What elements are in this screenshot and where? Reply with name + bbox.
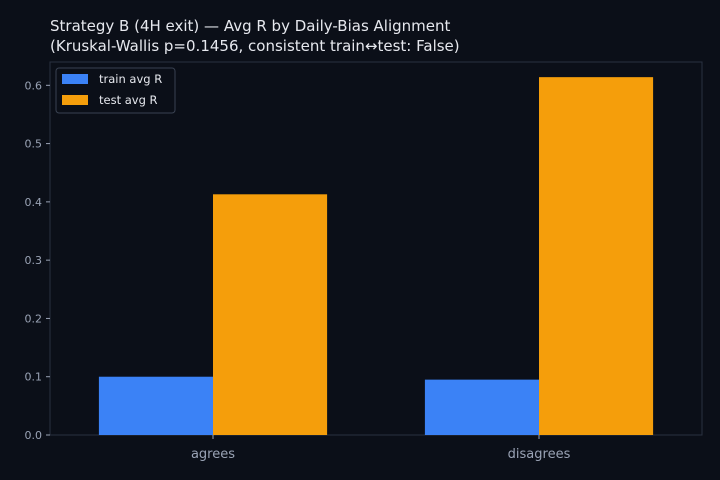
y-tick-label: 0.2 — [25, 312, 43, 325]
plot-frame — [49, 61, 703, 436]
y-tick-label: 0.1 — [25, 371, 43, 384]
bar-test-avg-R-disagrees — [539, 77, 654, 436]
chart-subtitle: (Kruskal-Wallis p=0.1456, consistent tra… — [50, 37, 460, 55]
x-tick-label: disagrees — [508, 447, 571, 462]
bar-train-avg-R-disagrees — [424, 379, 539, 435]
y-tick-label: 0.3 — [25, 254, 43, 267]
y-tick-label: 0.5 — [25, 138, 43, 151]
legend-swatch — [62, 74, 88, 84]
bars-group — [98, 77, 654, 436]
bar-test-avg-R-agrees — [213, 194, 328, 435]
x-axis: agrees disagrees — [191, 435, 571, 462]
y-tick-label: 0.0 — [25, 429, 43, 442]
legend-label: test avg R — [99, 93, 158, 107]
y-tick-label: 0.4 — [25, 196, 43, 209]
y-tick-label: 0.6 — [25, 79, 43, 92]
chart-title: Strategy B (4H exit) — Avg R by Daily-Bi… — [50, 17, 450, 35]
x-tick-label: agrees — [191, 447, 235, 462]
legend: train avg R test avg R — [55, 67, 176, 114]
legend-swatch — [62, 95, 88, 105]
legend-label: train avg R — [99, 72, 162, 86]
y-axis: 0.0 0.1 0.2 0.3 0.4 0.5 0.6 — [25, 79, 50, 442]
bar-train-avg-R-agrees — [98, 376, 213, 435]
